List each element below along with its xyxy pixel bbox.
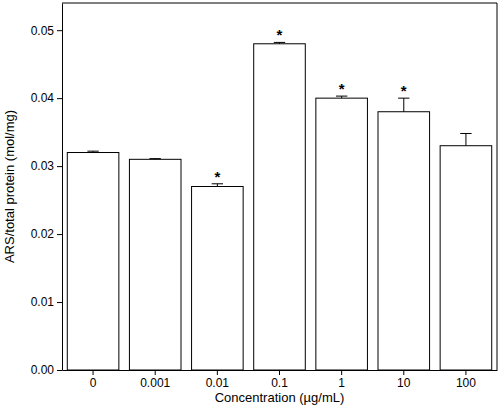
x-tick-label: 0.001 <box>140 376 170 390</box>
y-tick: 0.04 <box>31 91 62 105</box>
y-tick-label: 0.00 <box>31 363 55 377</box>
x-tick-label: 10 <box>397 376 411 390</box>
bar <box>129 159 181 370</box>
annotation: * <box>401 82 407 99</box>
x-tick: 0.001 <box>140 370 170 390</box>
x-tick: 1 <box>338 370 345 390</box>
x-tick-mark <box>465 370 466 375</box>
x-tick-label: 1 <box>338 376 345 390</box>
marks <box>67 42 491 370</box>
error-cap <box>150 158 161 159</box>
y-axis: 0.00 0.01 0.02 0.03 0.04 0.05 <box>31 4 63 378</box>
y-tick-label: 0.04 <box>31 91 55 105</box>
y-tick-label: 0.05 <box>31 24 55 38</box>
bar <box>67 153 119 370</box>
y-tick-label: 0.03 <box>31 159 55 173</box>
bar <box>378 112 430 370</box>
x-tick: 100 <box>456 370 476 390</box>
y-tick-label: 0.02 <box>31 227 55 241</box>
x-tick: 0.01 <box>206 370 230 390</box>
x-tick-label: 0 <box>90 376 97 390</box>
y-tick-mark <box>57 234 62 235</box>
error-bar <box>398 98 409 112</box>
x-tick-mark <box>341 370 342 375</box>
annotation: * <box>214 168 220 185</box>
x-tick-mark <box>403 370 404 375</box>
annotation: * <box>339 80 345 97</box>
y-tick-mark <box>57 302 62 303</box>
error-bar <box>150 158 161 160</box>
x-tick: 0.1 <box>271 370 288 390</box>
x-tick-label: 0.01 <box>206 376 230 390</box>
x-tick-mark <box>155 370 156 375</box>
x-tick-label: 100 <box>456 376 476 390</box>
frame <box>62 3 497 4</box>
y-tick-mark <box>57 98 62 99</box>
plot: 0.00 0.01 0.02 0.03 0.04 0.05 0 0.001 0.01 0.1 1 10… <box>31 3 498 390</box>
error-bar <box>87 151 98 152</box>
y-tick: 0.01 <box>31 295 62 309</box>
x-tick-mark <box>279 370 280 375</box>
x-axis-title: Concentration (µg/mL) <box>215 390 345 405</box>
x-tick: 0 <box>90 370 97 390</box>
x-tick: 10 <box>397 370 411 390</box>
frame <box>497 3 498 370</box>
x-tick-mark <box>217 370 218 375</box>
x-tick-label: 0.1 <box>271 376 288 390</box>
chart: 0.00 0.01 0.02 0.03 0.04 0.05 0 0.001 0.01 0.1 1 10… <box>0 0 500 406</box>
error-bar <box>460 133 471 145</box>
error-cap <box>460 133 471 134</box>
error-stem <box>465 133 466 145</box>
y-tick: 0.05 <box>31 24 62 38</box>
bar <box>440 146 492 370</box>
bar <box>192 187 244 371</box>
y-axis-title: ARS/total protein (mol/mg) <box>2 110 17 263</box>
y-tick: 0.00 <box>31 363 62 377</box>
y-tick-mark <box>57 30 62 31</box>
error-stem <box>403 98 404 112</box>
y-tick: 0.02 <box>31 227 62 241</box>
x-tick-mark <box>93 370 94 375</box>
y-tick-label: 0.01 <box>31 295 55 309</box>
y-tick-mark <box>57 370 62 371</box>
bar <box>254 44 306 370</box>
bar <box>316 98 368 370</box>
y-tick-mark <box>57 166 62 167</box>
x-axis: 0 0.001 0.01 0.1 1 10 100 <box>63 370 498 390</box>
y-tick: 0.03 <box>31 159 62 173</box>
error-cap <box>87 151 98 152</box>
annotation: * <box>277 26 283 43</box>
y-axis-line <box>62 4 63 371</box>
